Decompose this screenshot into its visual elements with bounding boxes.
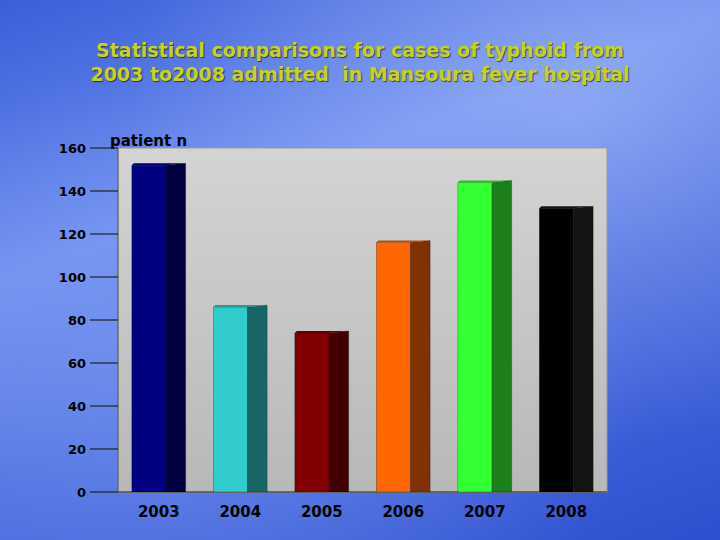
bar — [458, 180, 512, 492]
y-tick — [90, 233, 118, 234]
bar-top — [132, 163, 186, 165]
y-tick — [90, 448, 118, 449]
bar-side — [248, 305, 268, 492]
bar-front — [376, 243, 410, 492]
x-axis — [118, 491, 607, 493]
bar-front — [213, 307, 247, 492]
bar — [376, 241, 430, 492]
chart: 0 20 40 60 80 100 120 140 160 patient n 2003 2004 20… — [0, 0, 720, 540]
x-tick-label: 2006 — [382, 503, 424, 521]
bar-top — [376, 241, 430, 243]
bar-front — [458, 182, 492, 492]
bar-top — [458, 180, 512, 182]
plot-area — [118, 148, 607, 492]
y-tick — [90, 491, 118, 492]
x-tick-label: 2003 — [138, 503, 180, 521]
bar-side — [166, 163, 186, 492]
bar — [213, 305, 267, 492]
bar — [295, 331, 349, 492]
bar-front — [539, 208, 573, 492]
y-tick — [90, 405, 118, 406]
bar-side — [329, 331, 349, 492]
y-tick-label: 20 — [68, 442, 86, 457]
y-tick — [90, 362, 118, 363]
bar — [539, 206, 593, 492]
chart-title: Statistical comparisons for cases of typ… — [0, 38, 720, 86]
y-tick-label: 140 — [59, 184, 86, 199]
x-tick-label: 2007 — [464, 503, 506, 521]
bar-front — [132, 165, 166, 492]
bars — [132, 163, 593, 492]
bar-front — [295, 333, 329, 492]
y-tick-label: 100 — [59, 270, 86, 285]
y-tick — [90, 276, 118, 277]
bar-top — [213, 305, 267, 307]
bar-top — [539, 206, 593, 208]
bar-side — [574, 206, 594, 492]
bar-top — [295, 331, 349, 333]
y-tick-label: 160 — [59, 141, 86, 156]
x-tick-label: 2008 — [545, 503, 587, 521]
bar-side — [492, 180, 512, 492]
y-tick-label: 0 — [77, 485, 86, 500]
y-tick-label: 80 — [68, 313, 86, 328]
y-tick — [90, 319, 118, 320]
y-tick — [90, 190, 118, 191]
y-tick-label: 60 — [68, 356, 86, 371]
bar — [132, 163, 186, 492]
bar-side — [411, 241, 431, 492]
y-axis-label: patient n — [110, 132, 187, 150]
x-tick-label: 2005 — [301, 503, 343, 521]
y-tick-label: 40 — [68, 399, 86, 414]
y-tick-label: 120 — [59, 227, 86, 242]
x-tick-label: 2004 — [219, 503, 261, 521]
